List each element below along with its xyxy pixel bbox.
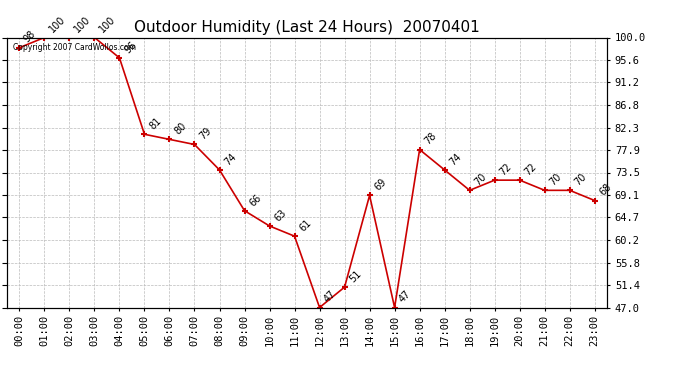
Text: 100: 100	[72, 15, 92, 35]
Title: Outdoor Humidity (Last 24 Hours)  20070401: Outdoor Humidity (Last 24 Hours) 2007040…	[134, 20, 480, 35]
Text: 68: 68	[598, 182, 613, 198]
Text: 100: 100	[47, 15, 67, 35]
Text: 61: 61	[297, 217, 313, 233]
Text: 70: 70	[473, 172, 489, 188]
Text: 98: 98	[22, 29, 38, 45]
Text: 47: 47	[322, 289, 338, 305]
Text: 63: 63	[273, 207, 288, 223]
Text: 51: 51	[347, 268, 363, 284]
Text: 79: 79	[197, 126, 213, 142]
Text: 74: 74	[447, 152, 463, 167]
Text: 96: 96	[122, 39, 138, 55]
Text: 72: 72	[497, 162, 513, 177]
Text: Copyright 2007 CardWollos.com: Copyright 2007 CardWollos.com	[13, 43, 136, 52]
Text: 80: 80	[172, 121, 188, 136]
Text: 66: 66	[247, 192, 263, 208]
Text: 78: 78	[422, 131, 438, 147]
Text: 72: 72	[522, 162, 538, 177]
Text: 69: 69	[373, 177, 388, 193]
Text: 74: 74	[222, 152, 238, 167]
Text: 70: 70	[547, 172, 563, 188]
Text: 47: 47	[397, 289, 413, 305]
Text: 81: 81	[147, 116, 163, 132]
Text: 70: 70	[573, 172, 589, 188]
Text: 100: 100	[97, 15, 117, 35]
